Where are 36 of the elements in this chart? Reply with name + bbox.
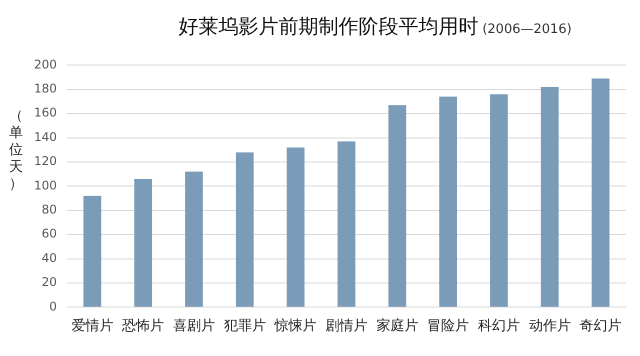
bar	[338, 141, 356, 307]
y-tick-label: 40	[42, 250, 57, 265]
bar	[439, 96, 457, 307]
x-tick-label: 犯罪片	[224, 318, 266, 334]
y-tick-label: 120	[34, 154, 57, 168]
x-tick-label: 家庭片	[376, 318, 418, 334]
bar	[134, 178, 152, 307]
x-tick-label: 爱情片	[71, 318, 114, 334]
x-tick-label: 动作片	[528, 318, 571, 334]
bar	[185, 172, 203, 307]
bar	[540, 86, 559, 307]
chart-title: 好莱坞影片前期制作阶段平均用时	[178, 14, 478, 38]
x-tick-label: 剧情片	[325, 318, 368, 334]
y-tick-label: 20	[42, 275, 57, 290]
bar	[388, 105, 406, 307]
y-tick-label: 100	[34, 178, 57, 192]
bar	[236, 152, 254, 307]
x-tick-label: 冒险片	[427, 318, 470, 334]
x-tick-label: 奇幻片	[580, 318, 622, 334]
y-tick-label: 180	[34, 82, 57, 96]
y-tick-label: 140	[34, 130, 57, 144]
x-tick-label: 科幻片	[478, 318, 520, 334]
x-tick-label: 惊悚片	[274, 318, 317, 334]
y-axis-title: （单位天）	[8, 108, 24, 193]
x-tick-label: 恐怖片	[121, 318, 164, 334]
y-tick-label: 160	[34, 106, 57, 120]
y-tick-label: 200	[34, 57, 57, 72]
x-tick-label: 喜剧片	[172, 318, 215, 334]
y-tick-label: 60	[42, 226, 57, 241]
bar	[592, 78, 610, 307]
y-tick-label: 0	[49, 299, 57, 314]
bar	[83, 196, 102, 307]
y-tick-label: 80	[42, 202, 57, 217]
bar	[286, 147, 305, 307]
bar	[490, 94, 508, 307]
chart-subtitle: (2006—2016)	[482, 22, 572, 37]
